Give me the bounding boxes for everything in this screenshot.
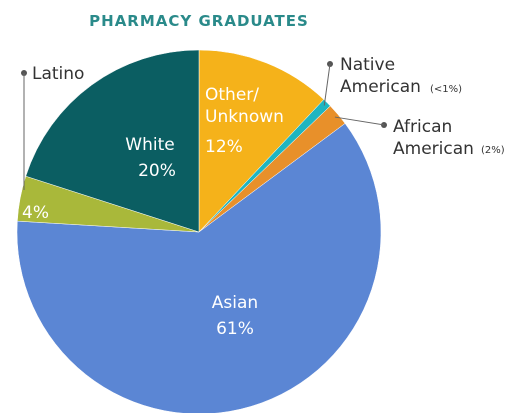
chart-title: PHARMACY GRADUATES [89,12,309,30]
label-line: American [340,77,421,97]
value-label: 20% [138,161,176,181]
slice-label: African American [393,117,474,159]
label-line: Native [340,55,395,75]
value-label: 12% [205,137,243,157]
value-label: 61% [216,319,254,339]
label-line: African [393,117,452,137]
label-line: Unknown [205,107,284,127]
slice-label: Other/Unknown [205,85,284,127]
pie-slice [198,49,325,233]
label-line: White [125,135,174,155]
slice-label: White [125,135,174,155]
pie-slice [16,123,382,413]
value-label: (2%) [481,145,505,156]
leader-line [323,63,331,106]
label-line: Other/ [205,85,259,105]
value-label: (<1%) [430,84,462,95]
label-line: American [393,139,474,159]
label-line: Asian [212,293,258,313]
slice-label: Asian [212,293,258,313]
slice-label: Native American [340,55,421,97]
leader-line [334,116,385,126]
pie-slice [25,49,200,233]
slice-label: Latino [32,64,84,84]
label-line: Latino [32,64,84,84]
value-label: 4% [22,203,49,223]
